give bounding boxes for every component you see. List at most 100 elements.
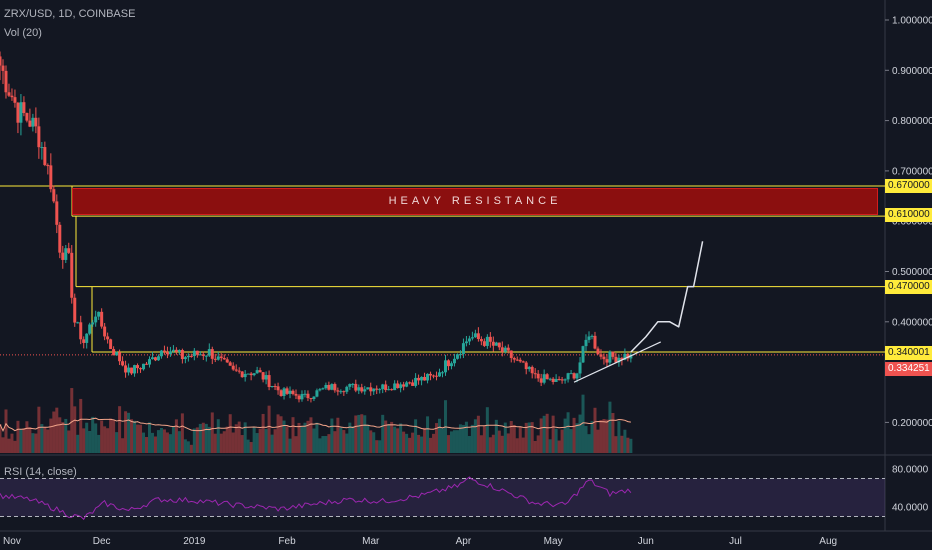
volume-bar [300, 426, 304, 453]
time-tick-label: Aug [819, 536, 837, 547]
volume-bar [449, 431, 453, 453]
candle-body [237, 370, 241, 372]
volume-bar [297, 422, 301, 453]
volume-bar [399, 423, 403, 453]
projection-path [630, 241, 704, 353]
time-tick-label: Nov [3, 536, 21, 547]
candle-body [503, 347, 507, 352]
candle-body [88, 324, 92, 334]
price-tick-label: 0.600000 [892, 217, 932, 228]
candle-body [1, 65, 5, 71]
rsi-line [0, 476, 632, 521]
candle-body [375, 388, 379, 390]
candle-body [611, 351, 615, 357]
volume-bar [85, 422, 89, 453]
price-tick-label: 0.800000 [892, 116, 932, 127]
volume-bar [515, 438, 519, 453]
candle-body [530, 366, 534, 374]
candle-body [177, 349, 181, 352]
time-axis[interactable]: Nov Dec 2019 Feb Mar Apr May Jun Jul Aug [3, 536, 837, 547]
volume-bar [366, 424, 370, 453]
candle-body [411, 382, 415, 386]
volume-bar [614, 436, 618, 453]
price-tag-0340: 0.340001 [885, 346, 932, 360]
volume-bar [133, 420, 137, 453]
volume-bar [584, 425, 588, 453]
volume-bar [593, 407, 597, 453]
time-tick-label: 2019 [183, 536, 206, 547]
volume-bar [345, 433, 349, 453]
volume-bar [452, 430, 456, 453]
volume-ma [0, 417, 631, 433]
volume-bar [246, 439, 250, 453]
volume-bar [153, 436, 157, 453]
volume-bar [509, 421, 513, 453]
volume-bar [527, 422, 531, 453]
volume-bar [539, 418, 543, 453]
candle-body [378, 389, 382, 391]
volume-bar [536, 435, 540, 453]
volume-bar [258, 428, 262, 453]
volume-bar [354, 415, 358, 453]
volume-bar [420, 436, 424, 453]
candle-body [43, 147, 47, 166]
candle-body [402, 384, 406, 387]
price-tick-label: 0.700000 [892, 166, 932, 177]
candle-body [195, 350, 199, 355]
candle-body [106, 336, 110, 340]
volume-bar [327, 434, 331, 453]
candle-body [198, 354, 202, 356]
volume-bar [455, 430, 459, 453]
volume-bar [249, 442, 253, 453]
volume-bar [237, 421, 241, 453]
candle-body [542, 374, 546, 383]
volume-bar [288, 438, 292, 453]
volume-bar [312, 428, 316, 453]
volume-bar [458, 424, 462, 453]
candle-body [563, 379, 567, 381]
candle-body [273, 386, 277, 388]
volume-bar [375, 440, 379, 453]
candle-body [133, 365, 137, 374]
volume-bar [506, 433, 510, 453]
candle-body [243, 373, 247, 378]
candle-body [354, 383, 358, 391]
candle-body [121, 361, 125, 366]
candle-body [94, 316, 98, 323]
candle-body [408, 382, 412, 384]
volume-bar [285, 426, 289, 453]
volume-bar [551, 415, 555, 453]
volume-bar [52, 411, 56, 453]
candle-body [590, 335, 594, 337]
volume-bar [488, 437, 492, 453]
candle-body [7, 92, 11, 96]
volume-bar [201, 422, 205, 453]
candle-body [605, 359, 609, 363]
candle-body [150, 357, 154, 360]
price-tick-label: 0.200000 [892, 418, 932, 429]
volume-bar [270, 434, 274, 453]
time-tick-label: Feb [278, 536, 296, 547]
candle-body [270, 386, 274, 388]
candle-body [390, 389, 394, 391]
candle-body [13, 97, 17, 103]
candle-body [626, 353, 630, 359]
candle-body [153, 357, 157, 361]
candle-body [249, 373, 253, 376]
candle-body [396, 383, 400, 389]
volume-bar [91, 416, 95, 453]
candle-body [426, 373, 430, 381]
candle-body [321, 388, 325, 390]
volume-bar [186, 441, 190, 453]
volume-bar [324, 436, 328, 453]
volume-bar [79, 398, 83, 453]
volume-bar [189, 444, 193, 453]
candle-body [174, 349, 178, 352]
candle-body [488, 336, 492, 342]
candle-body [279, 390, 283, 396]
candle-body [162, 350, 166, 353]
candle-body [207, 349, 211, 356]
volume-bar [405, 433, 409, 453]
candle-body [91, 322, 95, 325]
